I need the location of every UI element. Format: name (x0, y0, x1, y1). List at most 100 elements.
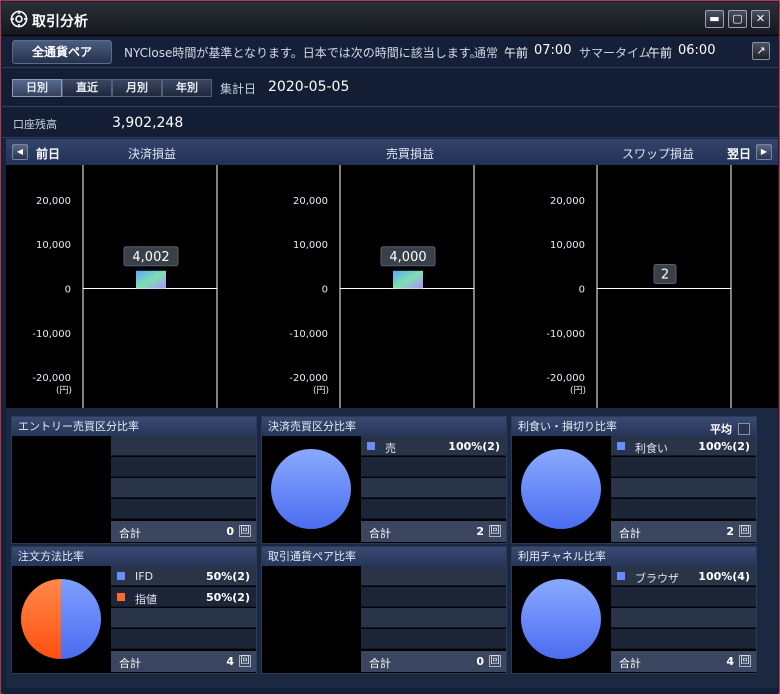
account-balance-label: 口座残高 (13, 118, 57, 131)
legend-row (361, 587, 506, 607)
legend-row (111, 457, 256, 477)
total-label: 合計 (369, 657, 391, 670)
aggregate-date-value: 2020-05-05 (268, 79, 350, 95)
y-tick-label: -20,000 (546, 373, 585, 384)
tab-recent[interactable]: 直近 (62, 79, 112, 97)
currency-pair-button[interactable]: 全通貨ペア (12, 40, 112, 64)
legend-row (611, 587, 756, 607)
tab-yearly[interactable]: 年別 (162, 79, 212, 97)
total-label: 合計 (619, 527, 641, 540)
legend-row (361, 566, 506, 586)
settlement-pnl-caption: 決済損益 (128, 147, 177, 161)
total-row: 合計 4 回 (611, 651, 756, 672)
standard-time-label: 通常 (474, 46, 499, 60)
panel-title: 取引通貨ペア比率 (262, 547, 506, 566)
y-tick-label: 10,000 (36, 240, 71, 251)
total-unit: 回 (239, 655, 251, 667)
maximize-button[interactable]: ▢ (728, 10, 747, 28)
legend-row: 利食い 100%(2) (611, 436, 756, 456)
y-tick-label: 0 (322, 285, 328, 296)
legend-row (111, 608, 256, 628)
next-day-icon[interactable]: ▶ (756, 144, 772, 160)
standard-ampm: 午前 (504, 46, 529, 60)
prev-day-label[interactable]: 前日 (36, 147, 61, 161)
nyclose-notice: NYClose時間が基準となります。日本では次の時間に該当します。 (124, 46, 482, 60)
total-unit: 回 (489, 525, 501, 537)
period-selector: 日別 直近 月別 年別 集計日 2020-05-05 (2, 69, 778, 107)
legend-value: 100%(2) (448, 440, 500, 453)
legend-swatch (117, 593, 125, 601)
pie-area (12, 566, 110, 673)
y-unit-label: (円) (313, 385, 329, 396)
y-tick-label: -20,000 (32, 373, 71, 384)
total-label: 合計 (119, 527, 141, 540)
legend-row (361, 608, 506, 628)
total-unit: 回 (239, 525, 251, 537)
panel-title: 注文方法比率 (12, 547, 256, 566)
prev-day-icon[interactable]: ◀ (12, 144, 28, 160)
panel-title-text: 利用チャネル比率 (518, 550, 606, 563)
y-unit-label: (円) (56, 385, 72, 396)
legend-value: 100%(4) (698, 570, 750, 583)
y-tick-label: -10,000 (546, 329, 585, 340)
target-icon (10, 10, 28, 28)
data-label: 4,002 (132, 250, 169, 265)
window-title: 取引分析 (32, 14, 88, 30)
legend-value: 50%(2) (205, 591, 250, 604)
panel-title-text: エントリー売買区分比率 (18, 420, 139, 433)
legend-row (111, 436, 256, 456)
tab-monthly[interactable]: 月別 (112, 79, 162, 97)
popout-icon[interactable]: ↗ (752, 42, 770, 60)
entry-ratio-panel: エントリー売買区分比率合計 0 回 (11, 416, 257, 544)
y-tick-label: 20,000 (293, 196, 328, 207)
minimize-button[interactable]: ▬ (705, 10, 724, 28)
legend-row (111, 499, 256, 519)
data-label-box (653, 263, 677, 284)
total-row: 合計 2 回 (361, 521, 506, 542)
average-toggle[interactable]: 平均 (710, 420, 750, 439)
panel-title-text: 利食い・損切り比率 (518, 420, 617, 433)
legend-row (611, 629, 756, 649)
settle-ratio-panel: 決済売買区分比率売 100%(2) 合計 2 回 (261, 416, 507, 544)
title-bar[interactable]: 取引分析 ▬ ▢ ✕ (2, 2, 778, 36)
panel-title: エントリー売買区分比率 (12, 417, 256, 436)
legend-row: ブラウザ 100%(4) (611, 566, 756, 586)
legend-row: IFD 50%(2) (111, 566, 256, 586)
pie-slice (271, 449, 351, 529)
total-count: 2 (726, 525, 734, 538)
tab-daily[interactable]: 日別 (12, 79, 62, 97)
total-row: 合計 0 回 (361, 651, 506, 672)
legend-row (361, 499, 506, 519)
panel-title-text: 決済売買区分比率 (268, 420, 356, 433)
average-checkbox[interactable] (738, 423, 750, 435)
data-label-box (123, 246, 179, 267)
y-tick-label: 0 (65, 285, 71, 296)
pie-slice (521, 579, 601, 659)
legend-swatch (617, 572, 625, 580)
legend-name: 利食い (635, 442, 668, 455)
y-tick-label: 0 (579, 285, 585, 296)
panel-title: 利用チャネル比率 (512, 547, 756, 566)
legend-list: 合計 0 回 (111, 436, 256, 543)
next-day-label[interactable]: 翌日 (727, 147, 752, 161)
pie-area (12, 436, 110, 543)
summer-ampm: 午前 (648, 46, 673, 60)
chart-header: ◀ 前日 決済損益 売買損益 スワップ損益 翌日 ▶ (6, 139, 778, 165)
close-button[interactable]: ✕ (751, 10, 770, 28)
legend-list: IFD 50%(2) 指値 50%(2) 合計 4 回 (111, 566, 256, 673)
pie-area (512, 436, 610, 543)
y-tick-label: 10,000 (293, 240, 328, 251)
total-count: 0 (476, 655, 484, 668)
pie-chart (271, 449, 351, 529)
pnl-charts: 20,000 10,000 0 -10,000 -20,000 (円) 4,002 20,00… (6, 165, 778, 408)
total-label: 合計 (619, 657, 641, 670)
y-tick-label: 10,000 (550, 240, 585, 251)
y-tick-label: -20,000 (289, 373, 328, 384)
trade-pnl-caption: 売買損益 (386, 147, 435, 161)
aggregate-date-label: 集計日 (220, 82, 257, 96)
order-method-panel: 注文方法比率 IFD 50%(2) 指値 50%(2) 合計 4 回 (11, 546, 257, 674)
legend-value: 100%(2) (698, 440, 750, 453)
y-unit-label: (円) (570, 385, 586, 396)
y-tick-label: -10,000 (289, 329, 328, 340)
legend-row (361, 457, 506, 477)
